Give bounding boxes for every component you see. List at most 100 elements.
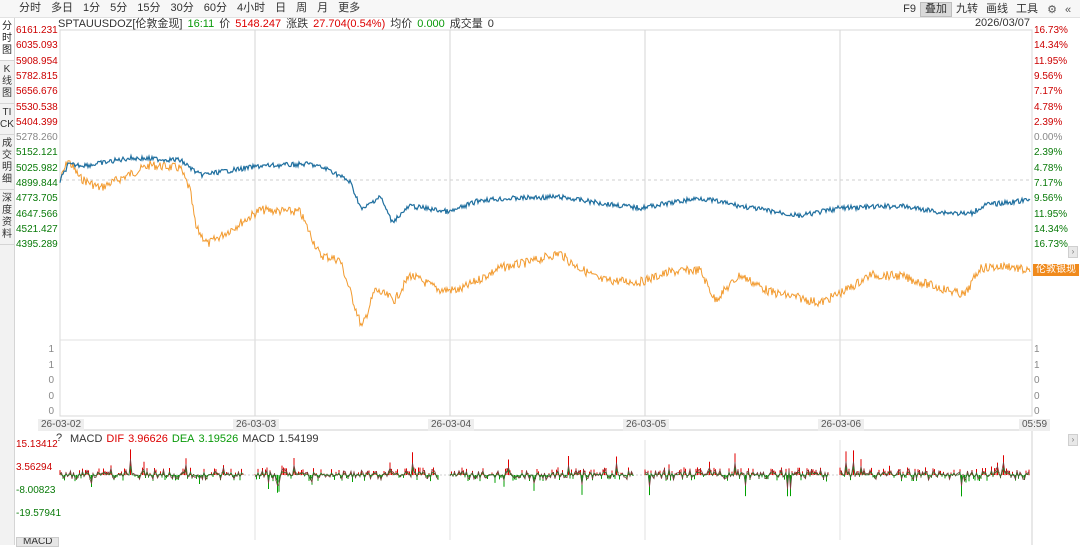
volume-axis-label: 0	[48, 390, 54, 402]
time-axis-label: 26-03-02	[38, 419, 85, 431]
dif-line	[59, 458, 244, 484]
dea-line	[839, 466, 1030, 483]
period-tab[interactable]: 日	[275, 2, 287, 14]
price-axis-label: 5404.399	[16, 116, 58, 128]
percent-axis-label: 7.17%	[1034, 178, 1063, 189]
dea-line	[59, 465, 244, 481]
macd-axis-label: -19.57941	[16, 508, 62, 519]
chevron-right-icon[interactable]: ›	[1068, 434, 1078, 446]
quote-time: 16:11	[187, 18, 215, 30]
dea-line	[449, 468, 634, 483]
price-axis-label: 4647.566	[16, 208, 58, 220]
tool-button[interactable]: 九转	[956, 3, 978, 15]
side-tab[interactable]: K线图	[0, 61, 14, 104]
chart-frame	[59, 29, 1033, 417]
time-axis-label: 26-03-06	[818, 419, 865, 431]
dea-line	[254, 466, 439, 482]
right-tools: F9 叠加 九转 画线 工具 ⚙ «	[899, 2, 1074, 17]
price-axis-label: 4899.844	[16, 178, 58, 189]
gold-price-line	[59, 153, 1031, 224]
tool-button[interactable]: 画线	[986, 3, 1008, 15]
percent-axis-label: 14.34%	[1034, 223, 1068, 235]
side-tab[interactable]: 分时图	[0, 18, 14, 61]
current-date: 2026/03/07	[974, 17, 1030, 29]
period-tabs: 分时 多日 1分 5分 15分 30分 60分 4小时日周月更多	[14, 2, 365, 15]
price-axis-label: 5908.954	[16, 55, 58, 67]
change-value: 27.704(0.54%)	[313, 18, 386, 30]
quote-info-bar: SPTAUUSDOZ[伦敦金现] 16:11 价 5148.247 涨跌 27.…	[58, 17, 494, 31]
percent-axis-label: 4.78%	[1034, 162, 1063, 174]
side-tab[interactable]: TICK	[0, 104, 14, 135]
price-axis-label: 6035.093	[16, 40, 58, 52]
period-tab[interactable]: 30分	[170, 2, 194, 14]
price-axis-label: 4773.705	[16, 193, 58, 205]
period-tab[interactable]: 周	[296, 2, 308, 14]
time-axis-label: 05:59	[1019, 419, 1051, 431]
overlay-series-tag: 伦敦银现	[1033, 264, 1079, 276]
price-axis-label: 5530.538	[16, 101, 58, 113]
percent-axis-label: 9.56%	[1034, 70, 1063, 82]
tool-button[interactable]: 叠加	[920, 2, 952, 17]
time-axis-label: 26-03-03	[233, 419, 280, 431]
change-label: 涨跌	[286, 18, 309, 30]
macd-name[interactable]: MACD	[70, 433, 103, 445]
price-value: 5148.247	[235, 18, 282, 30]
period-tab[interactable]: 分时	[19, 2, 41, 14]
volume-axis-label: 1	[1034, 359, 1040, 371]
volume-axis-label: 0	[1034, 390, 1040, 402]
price-axis-label: 5656.676	[16, 86, 58, 98]
side-tab[interactable]: 深度资料	[0, 190, 14, 245]
percent-axis-label: 16.73%	[1034, 25, 1068, 36]
price-axis-label: 4395.289	[16, 239, 58, 251]
period-tab[interactable]: 多日	[51, 2, 73, 14]
percent-axis-label: 9.56%	[1034, 193, 1063, 205]
percent-axis-label: 14.34%	[1034, 40, 1068, 52]
percent-axis-label: 2.39%	[1034, 147, 1063, 159]
silver-price-line	[59, 160, 1031, 328]
macd-header: MACD DIF 3.96626 DEA 3.19526 MACD 1.5419…	[70, 432, 318, 446]
price-label: 价	[219, 18, 231, 30]
volume-axis-label: 0	[48, 375, 54, 386]
indicator-tab-macd[interactable]: MACD	[16, 537, 60, 547]
period-tab[interactable]: 1分	[83, 2, 101, 14]
volume-axis-label: 1	[48, 344, 54, 355]
macd-axis-label: -8.00823	[16, 485, 56, 496]
period-tab[interactable]: 月	[317, 2, 329, 14]
settings-icon[interactable]: ⚙	[1047, 3, 1057, 16]
tool-button[interactable]: 工具	[1016, 3, 1038, 15]
volume-axis-label: 0	[1034, 375, 1040, 386]
help-icon[interactable]: ?	[56, 432, 63, 444]
volume-axis-label: 0	[1034, 406, 1040, 417]
volume-axis-label: 0	[48, 406, 54, 417]
dea-line	[644, 467, 829, 483]
macd-axis-label: 15.13412	[16, 439, 58, 450]
price-axis-label: 5152.121	[16, 147, 58, 159]
collapse-icon[interactable]: «	[1064, 3, 1072, 16]
volume-value: 0	[487, 18, 494, 30]
dif-label: DIF	[106, 433, 125, 445]
volume-axis-label: 1	[1034, 344, 1040, 355]
price-axis-label: 4521.427	[16, 223, 58, 235]
period-tab[interactable]: 5分	[110, 2, 128, 14]
percent-axis-label: 0.00%	[1034, 132, 1063, 144]
chevron-right-icon[interactable]: ›	[1068, 246, 1078, 258]
price-axis-label: 5025.982	[16, 162, 58, 174]
side-tabs: 分时图 K线图 TICK 成交明细 深度资料	[0, 18, 15, 545]
price-axis-label: 5278.260	[16, 132, 58, 144]
percent-axis-label: 7.17%	[1034, 86, 1063, 98]
side-tab[interactable]: 成交明细	[0, 135, 14, 190]
macd-axis-label: 3.56294	[16, 462, 53, 473]
period-tab[interactable]: 15分	[137, 2, 161, 14]
percent-axis-label: 16.73%	[1034, 239, 1068, 251]
period-tab[interactable]: 60分	[203, 2, 227, 14]
price-axis-label: 5782.815	[16, 70, 58, 82]
tool-button[interactable]: F9	[903, 3, 916, 15]
percent-axis-label: 11.95%	[1034, 208, 1068, 220]
time-axis-label: 26-03-04	[428, 419, 475, 431]
period-toolbar: 分时 多日 1分 5分 15分 30分 60分 4小时日周月更多 F9 叠加 九转 画线 工具 ⚙ «	[0, 0, 1080, 18]
percent-axis-label: 4.78%	[1034, 101, 1063, 113]
period-tab[interactable]: 4小时	[237, 2, 266, 14]
percent-axis-label: 11.95%	[1034, 55, 1068, 67]
period-tab[interactable]: 更多	[338, 2, 361, 14]
